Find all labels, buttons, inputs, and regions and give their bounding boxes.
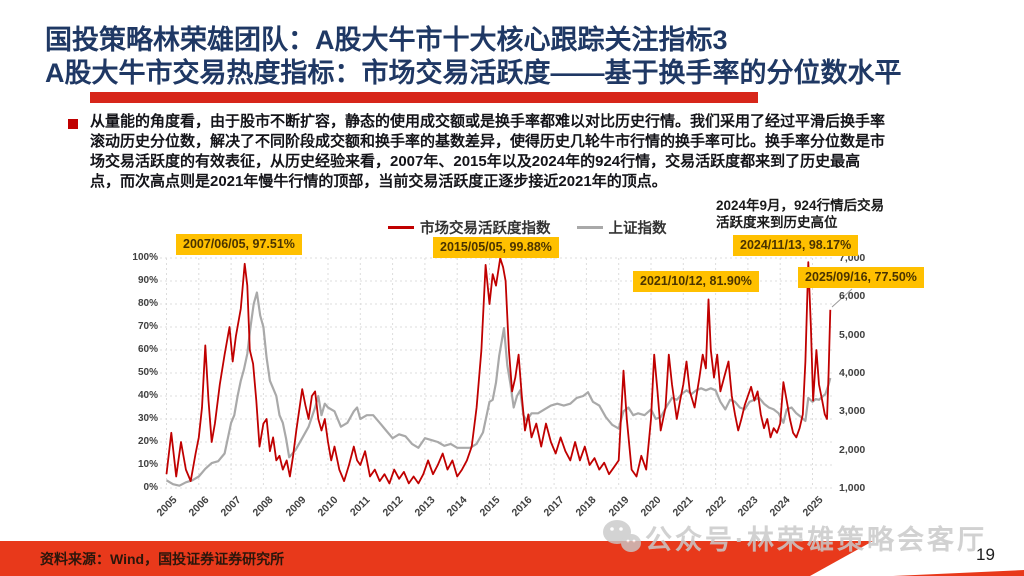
chart-callout: 2015/05/05, 99.88% xyxy=(433,237,559,258)
chart-callout: 2024/11/13, 98.17% xyxy=(733,235,859,256)
y-axis-right-tick: 6,000 xyxy=(839,290,866,303)
y-axis-right-tick: 4,000 xyxy=(839,367,866,379)
y-axis-right-tick: 5,000 xyxy=(839,328,866,341)
source-text: 资料来源：Wind，国投证券证券研究所 xyxy=(40,551,285,567)
page-title-line1: 国投策略林荣雄团队：A股大牛市十大核心跟踪关注指标3 xyxy=(45,25,728,55)
y-axis-left-tick: 80% xyxy=(137,298,158,309)
footer-corner-sliver xyxy=(893,570,1024,576)
page-title: 国投策略林荣雄团队：A股大牛市十大核心跟踪关注指标3 A股大牛市交易热度指标：市… xyxy=(45,24,995,90)
bullet-square-icon xyxy=(68,119,78,129)
legend-label: 上证指数 xyxy=(608,221,667,237)
page-number: 19 xyxy=(976,545,995,564)
y-axis-left-tick: 20% xyxy=(137,436,158,447)
y-axis-left-tick: 70% xyxy=(137,321,158,332)
y-axis-left-tick: 60% xyxy=(137,344,158,355)
chart-callout: 2021/10/12, 81.90% xyxy=(633,271,759,292)
body-line: 从量能的角度看，由于股市不断扩容，静态的使用成交额或是换手率都难以对比历史行情。… xyxy=(90,113,886,130)
wechat-icon xyxy=(603,520,641,552)
body-line: 场交易活跃度的有效表征，从历史经验来看，2007年、2015年以及2024年的9… xyxy=(90,153,861,170)
y-axis-left-tick: 40% xyxy=(137,390,158,401)
chart-note: 2024年9月，924行情后交易 活跃度来到历史高位 xyxy=(716,197,884,231)
y-axis-right-tick: 2,000 xyxy=(839,443,866,456)
y-axis-left-tick: 10% xyxy=(137,459,158,470)
chart-callout: 2007/06/05, 97.51% xyxy=(176,234,302,255)
chart-note-line1: 2024年9月，924行情后交易 xyxy=(716,198,885,213)
chart-callout: 2025/09/16, 77.50% xyxy=(798,267,924,288)
y-axis-left-tick: 90% xyxy=(137,275,158,286)
y-axis-left-tick: 50% xyxy=(137,367,158,378)
legend-swatch-red-line xyxy=(388,226,414,229)
y-axis-left-tick: 0% xyxy=(143,482,158,493)
body-line: 滚动历史分位数，解决了不同阶段成交额和换手率的基数差异，使得历史几轮牛市行情的换… xyxy=(90,133,886,150)
legend-item-activity-index: 市场交易活跃度指数 xyxy=(388,217,551,238)
legend-swatch-gray-line xyxy=(576,226,603,229)
body-line: 点，而次高点则是2021年慢牛行情的顶部，当前交易活跃度正逐步接近2021年的顶… xyxy=(90,173,667,190)
footer-ribbon xyxy=(0,541,873,576)
watermark-text: 公众号·林荣雄策略会客厅 xyxy=(645,525,987,555)
legend-label: 市场交易活跃度指数 xyxy=(420,221,551,237)
y-axis-right-tick: 3,000 xyxy=(839,405,866,418)
page-title-line2: A股大牛市交易热度指标：市场交易活跃度——基于换手率的分位数水平 xyxy=(45,58,902,88)
body-paragraph: 从量能的角度看，由于股市不断扩容，静态的使用成交额或是换手率都难以对比历史行情。… xyxy=(90,112,958,192)
y-axis-left-tick: 100% xyxy=(132,252,158,263)
chart-note-line2: 活跃度来到历史高位 xyxy=(716,215,838,230)
legend-item-sse-index: 上证指数 xyxy=(576,217,667,238)
title-underline-bar xyxy=(90,92,758,103)
y-axis-left-tick: 30% xyxy=(137,413,158,424)
chart-legend: 市场交易活跃度指数 上证指数 xyxy=(388,217,667,238)
y-axis-right-tick: 1,000 xyxy=(839,482,866,494)
